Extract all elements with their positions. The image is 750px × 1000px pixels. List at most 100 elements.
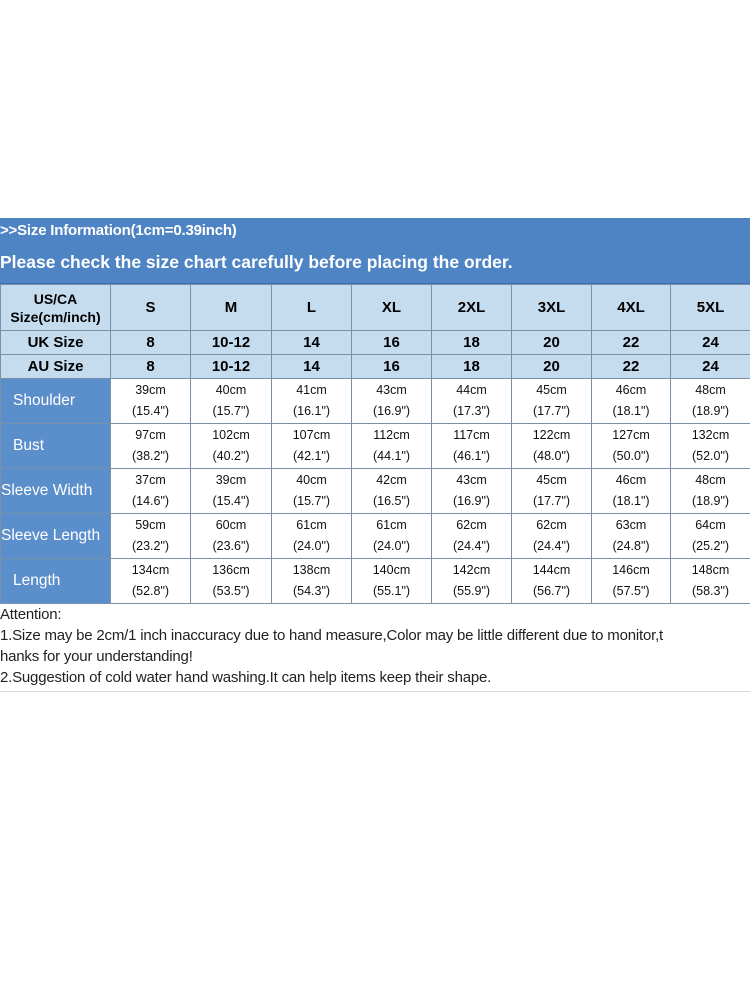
bust-4xl-inch: (50.0") <box>612 449 650 463</box>
bust-label: Bust <box>0 423 111 469</box>
sleeve-length-m-cell: 60cm (23.6") <box>190 513 272 559</box>
shoulder-xl-cell: 43cm (16.9") <box>351 378 432 424</box>
shoulder-l-cm: 41cm <box>296 383 327 397</box>
shoulder-5xl-cell: 48cm (18.9") <box>670 378 750 424</box>
bust-4xl-cell: 127cm (50.0") <box>591 423 671 469</box>
sleeve-width-2xl-cm: 43cm <box>456 473 487 487</box>
attention-notes: Attention: 1.Size may be 2cm/1 inch inac… <box>0 604 750 692</box>
length-l-inch: (54.3") <box>292 584 331 598</box>
length-xl-cm: 140cm <box>372 563 411 577</box>
sleeve-width-4xl-inch: (18.1") <box>612 494 650 508</box>
shoulder-xl-cm: 43cm <box>376 383 407 397</box>
uk-size-label: UK Size <box>0 330 111 355</box>
sleeve-width-s-cell: 37cm (14.6") <box>110 468 191 514</box>
shoulder-s-cell: 39cm (15.4") <box>110 378 191 424</box>
sleeve-length-xl-cm: 61cm <box>376 518 407 532</box>
length-xl-cell: 140cm (55.1") <box>351 558 432 604</box>
size-check-notice: Please check the size chart carefully be… <box>0 252 513 272</box>
sleeve-length-s-cm: 59cm <box>135 518 166 532</box>
size-chart: >>Size Information(1cm=0.39inch) Please … <box>0 218 750 692</box>
sleeve-width-3xl-inch: (17.7") <box>532 494 571 508</box>
length-3xl-cm: 144cm <box>532 563 571 577</box>
bust-5xl-cell: 132cm (52.0") <box>670 423 750 469</box>
length-l-cm: 138cm <box>292 563 331 577</box>
sleeve-length-3xl-cell: 62cm (24.4") <box>511 513 592 559</box>
sleeve-width-l-cm: 40cm <box>296 473 327 487</box>
sleeve-length-l-cm: 61cm <box>296 518 327 532</box>
length-2xl-cm: 142cm <box>452 563 491 577</box>
au-size-3xl: 20 <box>511 354 592 379</box>
length-s-cm: 134cm <box>131 563 170 577</box>
bust-m-inch: (40.2") <box>212 449 250 463</box>
sleeve-length-2xl-cm: 62cm <box>456 518 487 532</box>
uk-size-l: 14 <box>271 330 352 355</box>
sleeve-width-xl-cm: 42cm <box>376 473 407 487</box>
shoulder-s-inch: (15.4") <box>131 404 170 418</box>
bust-5xl-cm: 132cm <box>691 428 730 442</box>
bust-l-inch: (42.1") <box>292 449 331 463</box>
attention-note-1-line-1: 1.Size may be 2cm/1 inch inaccuracy due … <box>0 627 664 644</box>
sleeve-length-m-cm: 60cm <box>215 518 247 532</box>
bust-2xl-inch: (46.1") <box>452 449 491 463</box>
sleeve-width-5xl-cm: 48cm <box>695 473 726 487</box>
sleeve-length-4xl-cell: 63cm (24.8") <box>591 513 671 559</box>
sleeve-length-l-cell: 61cm (24.0") <box>271 513 352 559</box>
shoulder-5xl-inch: (18.9") <box>691 404 730 418</box>
length-l-cell: 138cm (54.3") <box>271 558 352 604</box>
size-header-s: S <box>110 284 191 331</box>
length-2xl-cell: 142cm (55.9") <box>431 558 512 604</box>
sleeve-width-5xl-inch: (18.9") <box>691 494 730 508</box>
shoulder-3xl-inch: (17.7") <box>532 404 571 418</box>
sleeve-width-4xl-cell: 46cm (18.1") <box>591 468 671 514</box>
au-size-l: 14 <box>271 354 352 379</box>
length-3xl-inch: (56.7") <box>532 584 571 598</box>
header-label-line1: US/CA <box>33 290 78 307</box>
size-header-l: L <box>271 284 352 331</box>
size-header-4xl: 4XL <box>591 284 671 331</box>
attention-title: Attention: <box>0 606 62 623</box>
shoulder-4xl-cell: 46cm (18.1") <box>591 378 671 424</box>
au-size-s: 8 <box>110 354 191 379</box>
size-header-5xl: 5XL <box>670 284 750 331</box>
size-header-m: M <box>190 284 272 331</box>
us-size-row: US/CA Size(cm/inch) S M L XL 2XL 3XL 4XL 5XL <box>0 284 750 331</box>
sleeve-width-m-cm: 39cm <box>215 473 247 487</box>
sleeve-width-label: Sleeve Width <box>0 468 111 514</box>
sleeve-length-label: Sleeve Length <box>0 513 111 559</box>
bust-s-inch: (38.2") <box>131 449 170 463</box>
sleeve-length-4xl-inch: (24.8") <box>612 539 650 553</box>
shoulder-3xl-cell: 45cm (17.7") <box>511 378 592 424</box>
bust-l-cell: 107cm (42.1") <box>271 423 352 469</box>
size-info-banner: >>Size Information(1cm=0.39inch) Please … <box>0 218 750 284</box>
length-m-cm: 136cm <box>212 563 250 577</box>
length-5xl-cm: 148cm <box>691 563 730 577</box>
sleeve-width-s-inch: (14.6") <box>131 494 170 508</box>
size-info-title: >>Size Information(1cm=0.39inch) <box>0 222 237 239</box>
au-size-m: 10-12 <box>190 354 272 379</box>
sleeve-length-2xl-cell: 62cm (24.4") <box>431 513 512 559</box>
header-label-cell: US/CA Size(cm/inch) <box>0 284 111 331</box>
shoulder-2xl-inch: (17.3") <box>452 404 491 418</box>
shoulder-l-inch: (16.1") <box>292 404 331 418</box>
sleeve-length-5xl-inch: (25.2") <box>691 539 730 553</box>
measurement-row-bust: Bust 97cm (38.2") 102cm (40.2") 107cm (42.1") 1… <box>0 423 750 469</box>
uk-size-3xl: 20 <box>511 330 592 355</box>
shoulder-label: Shoulder <box>0 378 111 424</box>
bust-3xl-cell: 122cm (48.0") <box>511 423 592 469</box>
uk-size-5xl: 24 <box>670 330 750 355</box>
uk-size-m: 10-12 <box>190 330 272 355</box>
sleeve-length-4xl-cm: 63cm <box>615 518 647 532</box>
sleeve-width-2xl-inch: (16.9") <box>452 494 491 508</box>
attention-note-1-line-2: hanks for your understanding! <box>0 648 193 665</box>
shoulder-xl-inch: (16.9") <box>372 404 411 418</box>
length-label: Length <box>0 558 111 604</box>
sleeve-length-2xl-inch: (24.4") <box>452 539 491 553</box>
bust-3xl-inch: (48.0") <box>532 449 571 463</box>
uk-size-2xl: 18 <box>431 330 512 355</box>
sleeve-length-5xl-cm: 64cm <box>695 518 726 532</box>
measurement-row-sleeve-length: Sleeve Length 59cm (23.2") 60cm (23.6") 61cm (… <box>0 513 750 559</box>
sleeve-width-3xl-cm: 45cm <box>536 473 567 487</box>
shoulder-l-cell: 41cm (16.1") <box>271 378 352 424</box>
uk-size-s: 8 <box>110 330 191 355</box>
sleeve-width-l-cell: 40cm (15.7") <box>271 468 352 514</box>
